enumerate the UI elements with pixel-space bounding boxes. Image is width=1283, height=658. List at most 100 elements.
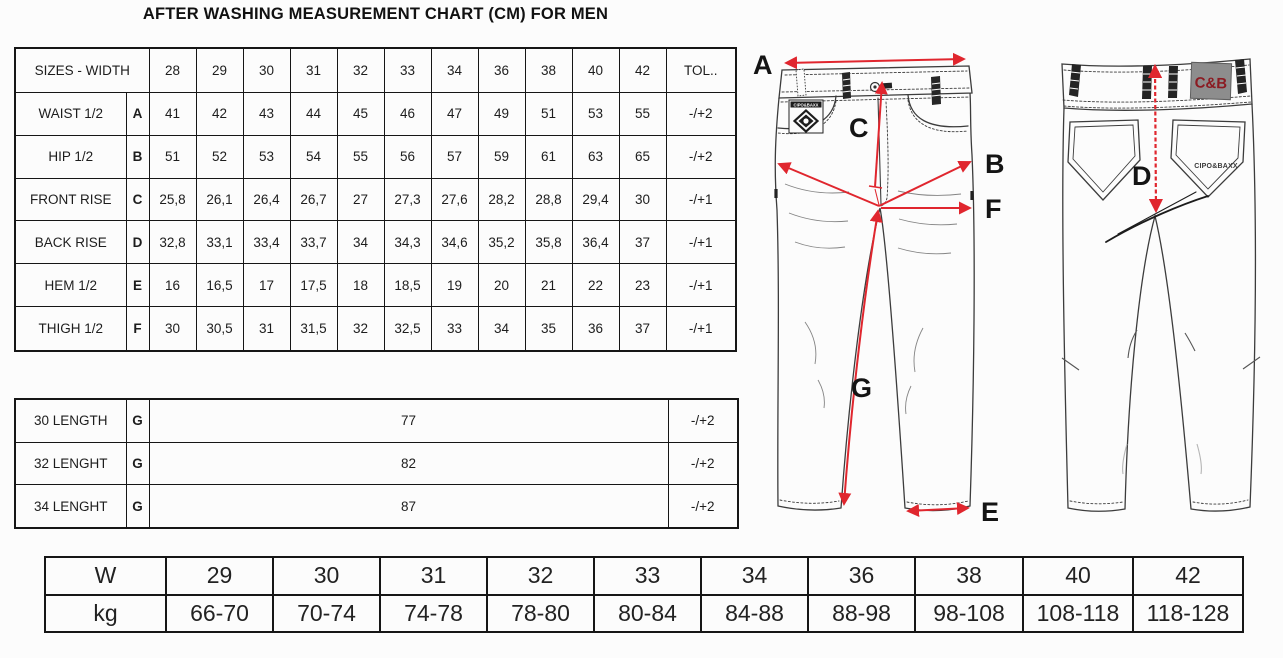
size-value-cell: 32,5	[383, 306, 432, 352]
size-value-cell: 28,2	[477, 177, 526, 222]
size-value-cell: 28,8	[524, 177, 573, 222]
measure-line-a	[784, 52, 966, 70]
kg-cell: 70-74	[272, 593, 381, 633]
width-cell: 29	[165, 556, 274, 596]
table-row-length-30: 30 LENGTH G 77 -/+2	[14, 398, 739, 443]
weight-table: W 29 30 31 32 33 34 36 38 40 42 kg 66-70…	[44, 556, 1244, 633]
tol-cell: -/+2	[667, 398, 739, 443]
size-header: 42	[618, 47, 667, 93]
weight-table-width-row: W 29 30 31 32 33 34 36 38 40 42	[44, 556, 1244, 596]
size-value-cell: 18	[336, 263, 385, 308]
size-value-cell: 16	[148, 263, 197, 308]
row-label-cell: 30 LENGTH	[14, 398, 127, 443]
size-value-cell: 51	[524, 91, 573, 136]
size-value-cell: 37	[618, 220, 667, 265]
size-value-cell: 36	[571, 306, 620, 352]
measure-line-b-left	[777, 162, 880, 207]
size-value-cell: 55	[618, 91, 667, 136]
letter-cell: G	[125, 398, 150, 443]
size-value-cell: 52	[195, 134, 244, 179]
row-label-cell: 32 LENGHT	[14, 441, 127, 486]
width-cell: 30	[272, 556, 381, 596]
weight-row-label: kg	[44, 593, 167, 633]
size-value-cell: 32,8	[148, 220, 197, 265]
size-value-cell: 53	[571, 91, 620, 136]
letter-cell: E	[125, 263, 150, 308]
kg-cell: 66-70	[165, 593, 274, 633]
size-value-cell: 61	[524, 134, 573, 179]
back-brand-patch: C&B	[1189, 61, 1233, 101]
size-value-cell: 33	[430, 306, 479, 352]
length-table: 30 LENGTH G 77 -/+2 32 LENGHT G 82 -/+2 …	[14, 398, 739, 529]
size-value-cell: 47	[430, 91, 479, 136]
size-value-cell: 17,5	[289, 263, 338, 308]
table-row-front-rise: FRONT RISE C 25,8 26,1 26,4 26,7 27 27,3…	[14, 177, 737, 222]
size-header: 29	[195, 47, 244, 93]
measure-label-c: C	[849, 113, 869, 143]
letter-cell: D	[125, 220, 150, 265]
measure-line-c	[874, 81, 888, 188]
back-patch-text: C&B	[1194, 74, 1227, 92]
length-value-cell: 87	[148, 484, 669, 529]
table-row-waist: WAIST 1/2 A 41 42 43 44 45 46 47 49 51 5…	[14, 91, 737, 136]
tol-header: TOL..	[665, 47, 737, 93]
tol-cell: -/+2	[665, 91, 737, 136]
kg-cell: 88-98	[807, 593, 916, 633]
tol-cell: -/+1	[665, 177, 737, 222]
size-value-cell: 21	[524, 263, 573, 308]
size-value-cell: 33,7	[289, 220, 338, 265]
size-value-cell: 53	[242, 134, 291, 179]
width-cell: 38	[914, 556, 1024, 596]
width-cell: 31	[379, 556, 488, 596]
size-value-cell: 27	[336, 177, 385, 222]
front-patch-text: CIPO&BAXX	[794, 103, 819, 108]
back-pocket-right	[1170, 119, 1246, 198]
size-value-cell: 44	[289, 91, 338, 136]
size-value-cell: 51	[148, 134, 197, 179]
size-value-cell: 26,4	[242, 177, 291, 222]
back-pocket-brand-text: CIPO&BAXX	[1194, 163, 1238, 170]
front-measure-lines	[777, 52, 972, 517]
size-value-cell: 26,7	[289, 177, 338, 222]
row-label-cell: WAIST 1/2	[14, 91, 127, 136]
row-label-cell: HIP 1/2	[14, 134, 127, 179]
size-header: 34	[430, 47, 479, 93]
size-value-cell: 41	[148, 91, 197, 136]
tol-cell: -/+2	[667, 441, 739, 486]
width-cell: 42	[1132, 556, 1244, 596]
letter-cell: B	[125, 134, 150, 179]
weight-row-label: W	[44, 556, 167, 596]
back-creases	[1061, 329, 1261, 475]
size-value-cell: 22	[571, 263, 620, 308]
size-value-cell: 55	[336, 134, 385, 179]
tol-cell: -/+1	[665, 220, 737, 265]
size-value-cell: 35	[524, 306, 573, 352]
size-value-cell: 26,1	[195, 177, 244, 222]
front-fly-seam	[877, 97, 882, 206]
size-value-cell: 33,4	[242, 220, 291, 265]
tol-cell: -/+1	[665, 263, 737, 308]
size-value-cell: 56	[383, 134, 432, 179]
length-value-cell: 82	[148, 441, 669, 486]
size-header: 28	[148, 47, 197, 93]
size-value-cell: 30	[148, 306, 197, 352]
size-value-cell: 36,4	[571, 220, 620, 265]
size-value-cell: 29,4	[571, 177, 620, 222]
tol-cell: -/+2	[665, 134, 737, 179]
kg-cell: 78-80	[486, 593, 595, 633]
size-value-cell: 33,1	[195, 220, 244, 265]
letter-cell: G	[125, 441, 150, 486]
size-value-cell: 63	[571, 134, 620, 179]
table-row-length-34: 34 LENGHT G 87 -/+2	[14, 484, 739, 529]
front-belt-loops	[795, 68, 942, 105]
back-crotch-seam	[1105, 195, 1209, 243]
size-value-cell: 18,5	[383, 263, 432, 308]
size-value-cell: 37	[618, 306, 667, 352]
width-cell: 32	[486, 556, 595, 596]
measure-label-f: F	[985, 194, 1002, 224]
letter-cell: C	[125, 177, 150, 222]
measure-label-g: G	[851, 373, 872, 403]
size-value-cell: 17	[242, 263, 291, 308]
size-value-cell: 57	[430, 134, 479, 179]
